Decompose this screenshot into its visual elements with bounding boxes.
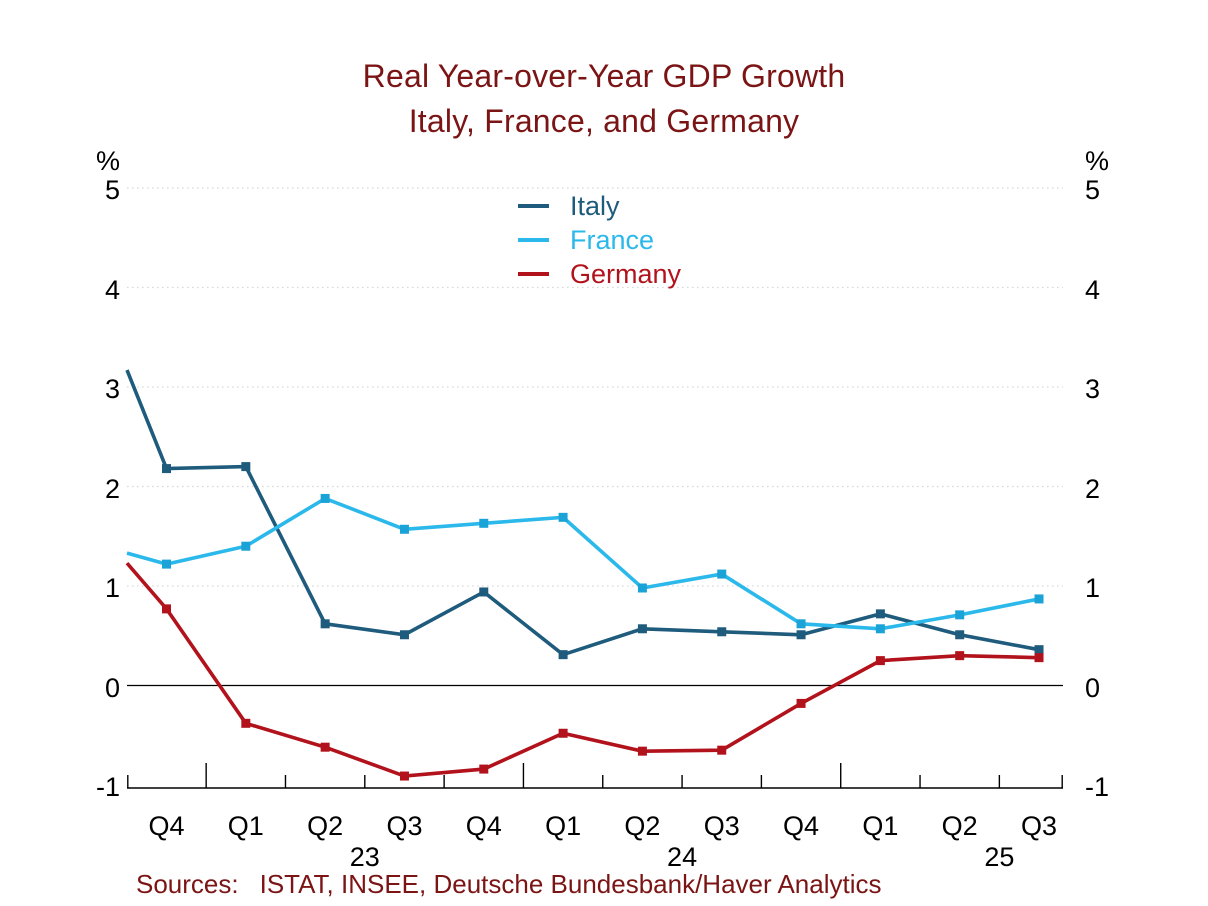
france-marker-2023Q4 [479, 518, 489, 528]
italy-legend-swatch [518, 204, 549, 208]
germany-marker-2024Q3 [717, 745, 727, 755]
italy-line [125, 369, 1040, 657]
france-line [126, 496, 1040, 631]
france-legend-label: France [570, 225, 655, 255]
y-tick-label-right-3: 3 [1085, 374, 1101, 404]
france-marker-2024Q3 [717, 569, 727, 579]
germany-marker-2023Q2 [320, 742, 330, 752]
legend-item-france: France [518, 223, 681, 257]
y-axis-unit-right: % [1085, 146, 1110, 176]
germany-marker-2024Q1 [558, 728, 568, 738]
italy-marker-2023Q4 [479, 587, 489, 597]
year-label-25: 25 [984, 842, 1015, 872]
x-tick-label-2025Q2: Q2 [941, 811, 978, 841]
y-tick-label-right-4: 4 [1085, 274, 1101, 305]
italy-marker-2023Q1 [241, 462, 251, 472]
legend-item-italy: Italy [518, 189, 681, 223]
germany-marker-2025Q1 [875, 656, 885, 666]
france-marker-2024Q1 [558, 512, 568, 522]
x-tick-label-2024Q3: Q3 [703, 811, 740, 841]
y-axis-unit-left: % [95, 146, 120, 176]
italy-legend-label: Italy [570, 191, 620, 221]
x-tick-label-2024Q4: Q4 [783, 811, 820, 841]
y-tick-label-left-4: 4 [104, 274, 120, 305]
germany-marker-2024Q4 [796, 698, 806, 708]
italy-marker-2022Q4 [162, 464, 171, 474]
italy-marker-2025Q1 [875, 609, 885, 619]
italy-marker-2024Q1 [558, 650, 568, 660]
france-marker-2023Q2 [320, 493, 330, 503]
italy-marker-2023Q3 [399, 630, 409, 640]
germany-marker-2024Q2 [637, 746, 647, 756]
france-marker-2023Q3 [399, 524, 409, 534]
france-marker-2023Q1 [241, 541, 251, 551]
italy-marker-2025Q3 [1034, 645, 1044, 655]
italy-marker-2024Q2 [637, 624, 647, 634]
germany-marker-2022Q4 [162, 604, 171, 614]
legend: Italy France Germany [518, 189, 681, 291]
y-tick-label-right-5: 5 [1085, 175, 1101, 205]
y-tick-label-left--1: -1 [95, 772, 120, 802]
germany-legend-swatch [518, 272, 549, 276]
germany-marker-2023Q4 [479, 764, 489, 774]
france-marker-2025Q2 [955, 610, 965, 620]
germany-marker-2023Q1 [241, 718, 251, 728]
x-tick-label-2023Q4: Q4 [465, 811, 502, 841]
germany-legend-label: Germany [570, 259, 682, 289]
germany-marker-2025Q3 [1034, 653, 1044, 663]
x-tick-label-2022Q4: Q4 [148, 811, 185, 841]
germany-marker-2025Q2 [955, 651, 965, 661]
france-legend-swatch [518, 238, 549, 242]
italy-marker-2024Q4 [796, 630, 806, 640]
year-label-24: 24 [667, 842, 698, 872]
sources-text: ISTAT, INSEE, Deutsche Bundesbank/Haver … [259, 869, 882, 899]
y-tick-label-left-0: 0 [104, 672, 120, 703]
italy-marker-2025Q2 [955, 630, 965, 640]
france-marker-2025Q3 [1034, 594, 1044, 604]
y-tick-label-left-1: 1 [104, 573, 120, 603]
year-label-23: 23 [349, 842, 380, 872]
y-tick-label-right--1: -1 [1085, 772, 1110, 802]
sources-note: Sources: ISTAT, INSEE, Deutsche Bundesban… [136, 869, 882, 899]
france-marker-2025Q1 [875, 624, 885, 634]
x-tick-label-2023Q2: Q2 [307, 811, 344, 841]
france-marker-2024Q2 [637, 583, 647, 593]
italy-marker-2023Q2 [320, 619, 330, 629]
y-tick-label-left-5: 5 [104, 175, 120, 205]
x-tick-label-2025Q1: Q1 [862, 811, 899, 841]
x-tick-label-2023Q3: Q3 [386, 811, 423, 841]
y-tick-label-right-2: 2 [1085, 473, 1101, 504]
y-tick-label-left-2: 2 [104, 473, 120, 504]
y-tick-label-right-1: 1 [1085, 573, 1101, 603]
chart-title-line2: Italy, France, and Germany [408, 103, 800, 139]
france-marker-2022Q4 [162, 559, 171, 569]
y-tick-label-right-0: 0 [1085, 672, 1101, 703]
chart-title-line1: Real Year-over-Year GDP Growth [362, 58, 846, 94]
chart-title: Real Year-over-Year GDP Growth Italy, Fr… [0, 54, 1208, 144]
sources-label: Sources: [136, 869, 239, 899]
france-marker-2024Q4 [796, 619, 806, 629]
germany-marker-2023Q3 [399, 771, 409, 781]
x-tick-label-2024Q1: Q1 [545, 811, 582, 841]
x-tick-label-2025Q3: Q3 [1021, 811, 1058, 841]
legend-item-germany: Germany [518, 257, 681, 291]
y-tick-label-left-3: 3 [104, 374, 120, 404]
x-tick-label-2024Q2: Q2 [624, 811, 661, 841]
italy-marker-2024Q3 [717, 627, 727, 637]
germany-line [125, 561, 1040, 778]
x-tick-label-2023Q1: Q1 [227, 811, 264, 841]
